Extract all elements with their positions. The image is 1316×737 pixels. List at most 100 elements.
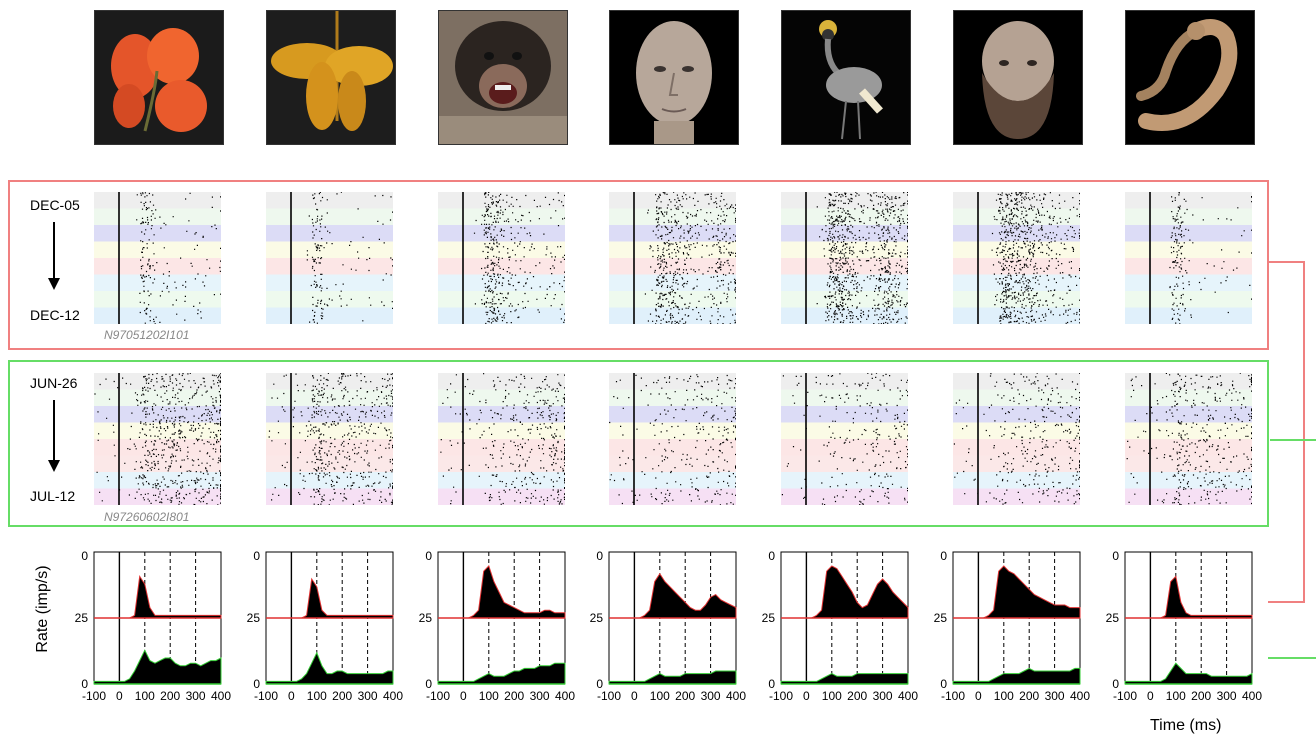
raster-band — [94, 488, 221, 505]
start-label-red: DEC-05 — [30, 197, 80, 213]
raster-band — [781, 455, 908, 473]
y-tick-label: 0 — [940, 677, 947, 691]
x-tick-label: 100 — [479, 689, 499, 703]
y-tick-label: 0 — [425, 549, 432, 563]
raster-band — [438, 455, 565, 473]
raster-band — [266, 307, 393, 324]
x-tick-label: 300 — [358, 689, 378, 703]
raster-spikes — [306, 192, 393, 324]
x-axis-title: Time (ms) — [1150, 717, 1222, 734]
raster-band — [953, 488, 1080, 505]
x-tick-label: -100 — [426, 689, 450, 703]
raster-spikes — [609, 374, 736, 505]
raster-band — [438, 389, 565, 407]
raster-red-3 — [438, 192, 565, 324]
raster-band — [953, 192, 1080, 209]
raster-band — [438, 291, 565, 308]
x-tick-label: 300 — [1217, 689, 1237, 703]
raster-band — [438, 225, 565, 242]
y-tick-label: 25 — [762, 611, 776, 625]
psth-red-area — [438, 565, 566, 619]
raster-band — [94, 208, 221, 226]
raster-band — [609, 241, 736, 259]
raster-band — [438, 241, 565, 259]
x-tick-label: -100 — [1113, 689, 1137, 703]
raster-band — [609, 488, 736, 505]
x-tick-label: -100 — [769, 689, 793, 703]
raster-band — [953, 439, 1080, 456]
raster-band — [781, 406, 908, 423]
raster-band — [266, 258, 393, 275]
raster-spikes — [268, 373, 393, 505]
raster-band — [94, 389, 221, 407]
raster-band — [781, 274, 908, 292]
raster-band — [94, 258, 221, 275]
x-tick-label: 200 — [675, 689, 695, 703]
raster-band — [1125, 472, 1252, 489]
raster-band — [781, 258, 908, 275]
y-tick-label: 0 — [81, 549, 88, 563]
raster-band — [438, 258, 565, 275]
y-tick-label: 0 — [1112, 549, 1119, 563]
raster-band — [438, 472, 565, 489]
raster-green-3 — [438, 373, 565, 505]
y-tick-label: 0 — [253, 549, 260, 563]
raster-band — [609, 208, 736, 226]
raster-band — [609, 472, 736, 489]
end-label-green: JUL-12 — [30, 488, 76, 504]
psth-green-area — [780, 673, 909, 685]
raster-band — [1125, 455, 1252, 473]
x-tick-label: -100 — [254, 689, 278, 703]
raster-spikes — [94, 373, 221, 505]
chimpanzee-icon — [438, 10, 568, 145]
raster-red-5 — [781, 192, 908, 324]
y-tick-label: 0 — [596, 549, 603, 563]
raster-band — [266, 406, 393, 423]
raster-red-6 — [953, 192, 1080, 324]
raster-band — [438, 373, 565, 390]
raster-band — [1125, 225, 1252, 242]
raster-band — [953, 291, 1080, 308]
x-tick-label: 0 — [631, 689, 638, 703]
psth-green-area — [93, 649, 222, 685]
x-tick-label: 100 — [994, 689, 1014, 703]
raster-band — [953, 307, 1080, 324]
arrow-head-green — [48, 460, 60, 472]
x-tick-label: 0 — [460, 689, 467, 703]
raster-spikes — [440, 373, 565, 505]
raster-band — [438, 208, 565, 226]
raster-band — [1125, 439, 1252, 456]
raster-band — [781, 225, 908, 242]
raster-band — [1125, 307, 1252, 324]
arrow-green — [53, 400, 55, 460]
raster-band — [94, 307, 221, 324]
raster-band — [953, 373, 1080, 390]
psth-green-area — [265, 651, 394, 685]
raster-band — [266, 488, 393, 505]
x-tick-label: 0 — [116, 689, 123, 703]
raster-spikes — [473, 192, 565, 324]
raster-band — [438, 274, 565, 292]
x-tick-label: -100 — [941, 689, 965, 703]
raster-band — [781, 208, 908, 226]
raster-band — [781, 439, 908, 456]
x-tick-label: 400 — [1242, 689, 1262, 703]
raster-green-4 — [609, 373, 736, 505]
raster-band — [781, 241, 908, 259]
x-tick-label: 400 — [1070, 689, 1090, 703]
raster-band — [953, 455, 1080, 473]
x-tick-label: 300 — [530, 689, 550, 703]
y-tick-label: 0 — [768, 677, 775, 691]
raster-band — [94, 422, 221, 440]
raster-band — [609, 225, 736, 242]
y-axis-title: Rate (imp/s) — [34, 565, 51, 653]
arrow-head-red — [48, 278, 60, 290]
raster-band — [94, 192, 221, 209]
y-tick-label: 0 — [768, 549, 775, 563]
start-label-green: JUN-26 — [30, 375, 78, 391]
raster-band — [1125, 406, 1252, 423]
